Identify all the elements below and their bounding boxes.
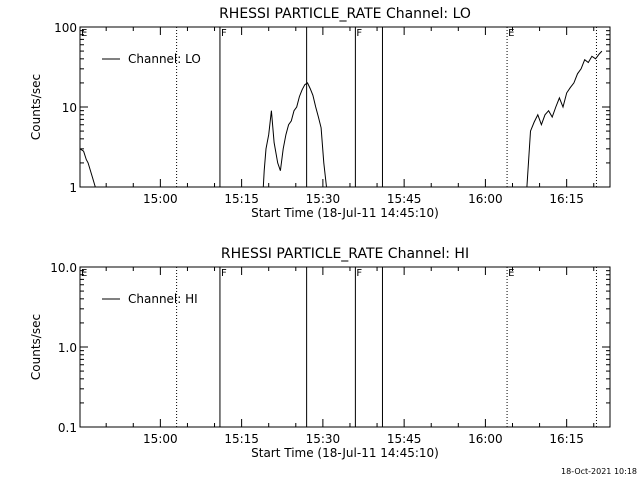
event-label: E [508, 28, 514, 39]
x-tick-label: 15:45 [387, 192, 422, 206]
series-line [526, 50, 603, 187]
event-label: F [356, 268, 362, 279]
y-axis-label: Counts/sec [29, 74, 43, 140]
event-label: F [221, 268, 227, 279]
event-label: E [81, 268, 87, 279]
y-tick-label: 0.1 [58, 421, 77, 435]
x-tick-label: 16:00 [468, 432, 503, 446]
chart-title: RHESSI PARTICLE_RATE Channel: HI [221, 246, 469, 262]
x-tick-label: 15:45 [387, 432, 422, 446]
footer-timestamp: 18-Oct-2021 10:18 [561, 467, 637, 476]
x-tick-label: 16:15 [549, 432, 584, 446]
x-tick-label: 16:15 [549, 192, 584, 206]
event-label: E [508, 268, 514, 279]
y-tick-label: 10.0 [50, 261, 77, 275]
x-tick-label: 15:15 [224, 432, 259, 446]
event-label: F [356, 28, 362, 39]
plot-frame [79, 266, 611, 428]
x-tick-label: 15:30 [306, 192, 341, 206]
legend-entry: Channel: LO [128, 52, 201, 66]
x-tick-label: 16:00 [468, 192, 503, 206]
x-tick-label: 15:15 [224, 192, 259, 206]
y-tick-label: 1.0 [58, 341, 77, 355]
event-label: F [221, 28, 227, 39]
series-line [262, 82, 327, 187]
chart-title: RHESSI PARTICLE_RATE Channel: LO [219, 6, 471, 22]
y-tick-label: 1 [69, 181, 77, 195]
legend-entry: Channel: HI [128, 292, 198, 306]
event-label: E [81, 28, 87, 39]
x-tick-label: 15:30 [306, 432, 341, 446]
chart-panel-lo: RHESSI PARTICLE_RATE Channel: LO E F F E 15:0… [29, 6, 611, 220]
y-tick-label: 10 [62, 101, 77, 115]
y-axis-label: Counts/sec [29, 314, 43, 380]
y-tick-label: 100 [54, 21, 77, 35]
series-line [80, 148, 96, 187]
x-tick-label: 15:00 [143, 432, 178, 446]
chart-panel-hi: RHESSI PARTICLE_RATE Channel: HI E F F E 15:0… [29, 246, 611, 460]
x-tick-label: 15:00 [143, 192, 178, 206]
x-axis-label: Start Time (18-Jul-11 14:45:10) [251, 446, 439, 460]
x-axis-label: Start Time (18-Jul-11 14:45:10) [251, 206, 439, 220]
plot-frame [79, 26, 611, 188]
